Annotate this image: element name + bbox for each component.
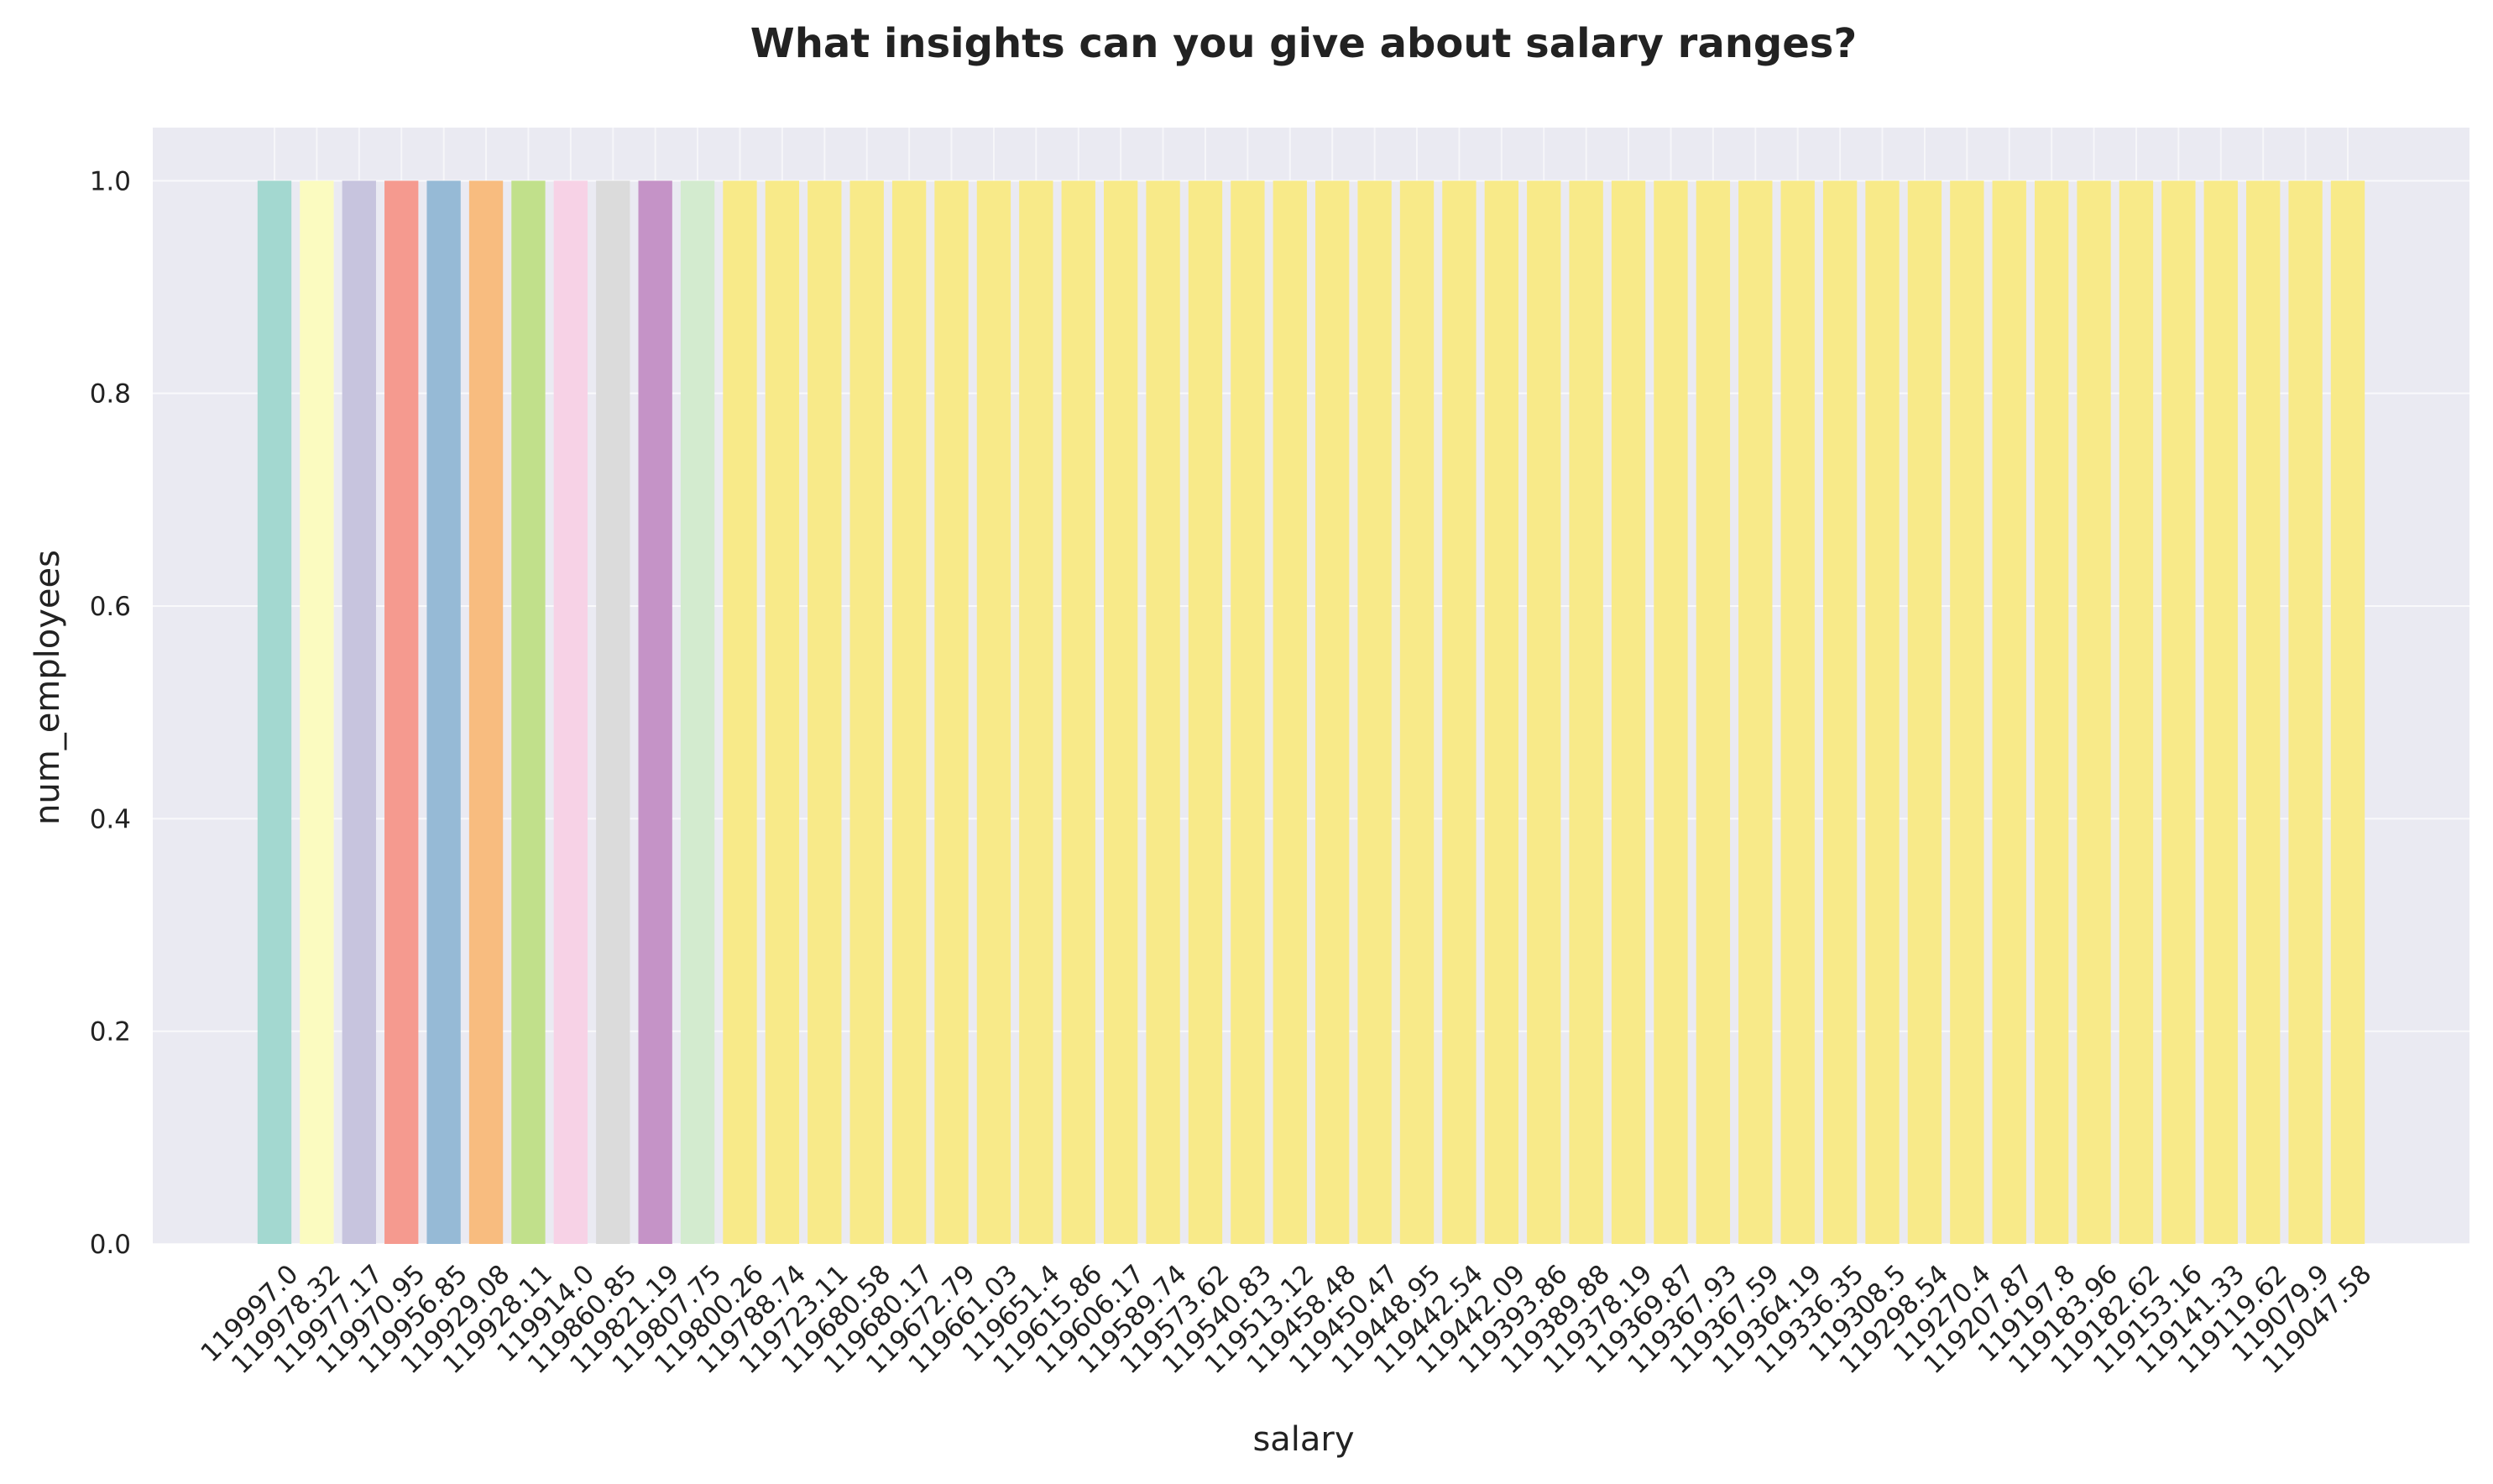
y-tick-label: 0.8 <box>90 379 131 410</box>
bar <box>1822 180 1858 1244</box>
y-tick-label: 0.4 <box>90 804 131 834</box>
bar <box>426 180 461 1244</box>
bar <box>2119 180 2154 1244</box>
bar <box>1865 180 1900 1244</box>
y-axis-label: num_employees <box>29 550 67 825</box>
bar <box>384 180 419 1244</box>
bar <box>1696 180 1731 1244</box>
bar <box>1907 180 1942 1244</box>
bar <box>723 180 757 1244</box>
bar <box>1780 180 1815 1244</box>
bar <box>342 180 376 1244</box>
bar <box>1484 180 1518 1244</box>
bar <box>1061 180 1095 1244</box>
bar <box>1146 180 1180 1244</box>
bar <box>891 180 927 1244</box>
x-axis-ticks: 119997.0119978.32119977.17119970.9511995… <box>195 1259 2377 1380</box>
bar <box>1188 180 1223 1244</box>
bar <box>934 180 969 1244</box>
bar <box>1231 180 1265 1244</box>
bar <box>1442 180 1476 1244</box>
bar <box>2034 180 2069 1244</box>
bar <box>468 180 504 1244</box>
bar <box>807 180 842 1244</box>
bar <box>2077 180 2111 1244</box>
x-axis-label: salary <box>1252 1420 1354 1459</box>
bar <box>300 180 334 1244</box>
bar <box>1569 180 1603 1244</box>
bar <box>1654 180 1688 1244</box>
bar <box>1273 180 1307 1244</box>
bar <box>2161 180 2196 1244</box>
bar <box>596 180 630 1244</box>
bar <box>2246 180 2281 1244</box>
bar <box>1104 180 1138 1244</box>
bar <box>1357 180 1392 1244</box>
bar <box>2203 180 2238 1244</box>
bar <box>1019 180 1053 1244</box>
bar <box>638 180 672 1244</box>
y-tick-label: 0.6 <box>90 592 131 622</box>
y-tick-label: 0.2 <box>90 1017 131 1048</box>
bar <box>1950 180 1984 1244</box>
bar <box>1611 180 1646 1244</box>
y-axis-ticks: 0.0 0.2 0.4 0.6 0.8 1.0 <box>90 166 131 1260</box>
y-tick-label: 1.0 <box>90 166 131 196</box>
bar <box>2330 180 2365 1244</box>
bar <box>849 180 884 1244</box>
bar <box>2288 180 2323 1244</box>
bar <box>680 180 715 1244</box>
bar <box>1399 180 1435 1244</box>
bar <box>257 180 292 1244</box>
chart-title: What insights can you give about salary … <box>750 20 1857 67</box>
bar <box>553 180 588 1244</box>
bar <box>976 180 1011 1244</box>
bar <box>1992 180 2026 1244</box>
bar <box>1527 180 1561 1244</box>
bars <box>257 180 2365 1244</box>
y-tick-label: 0.0 <box>90 1230 131 1260</box>
bar <box>511 180 546 1244</box>
bar <box>1738 180 1773 1244</box>
bar <box>1315 180 1350 1244</box>
bar <box>765 180 800 1244</box>
